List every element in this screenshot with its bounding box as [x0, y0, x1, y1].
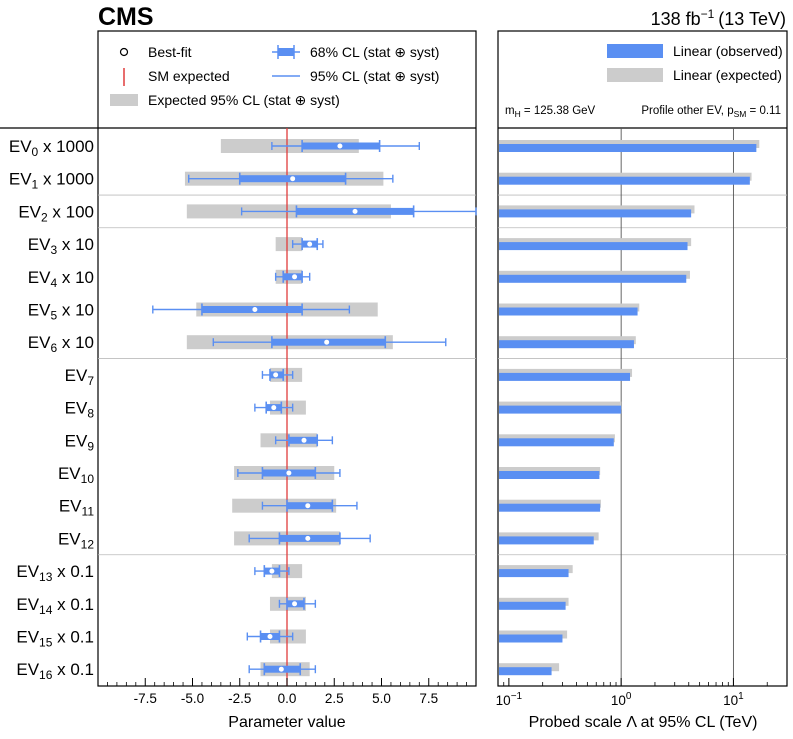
observed-bar — [499, 667, 552, 676]
best-fit-point — [251, 306, 258, 313]
best-fit-point — [285, 469, 292, 477]
left-x-tick-label: -7.5 — [134, 691, 157, 706]
legend-observed-swatch — [607, 44, 663, 58]
left-x-tick-label: -2.5 — [228, 691, 251, 706]
observed-bar — [499, 569, 569, 578]
row-label: EV14 x 0.1 — [16, 595, 94, 617]
profile-annotation: Profile other EV, pSM = 0.11 — [641, 105, 781, 119]
expected-95-band — [275, 237, 303, 252]
right-legend: Linear (observed) Linear (expected) mH =… — [505, 43, 783, 119]
left-x-tick-label: 2.5 — [325, 691, 344, 706]
observed-bar — [499, 372, 631, 381]
row-label: EV3 x 10 — [28, 235, 94, 257]
best-fit-point — [306, 241, 313, 248]
left-x-tick-label: -5.0 — [181, 691, 204, 706]
row-label: EV8 — [65, 399, 95, 421]
legend-cl68-label: 68% CL (stat ⊕ syst) — [310, 44, 439, 60]
legend-cl68-swatch — [278, 48, 294, 56]
observed-bar — [499, 176, 750, 185]
observed-bar — [499, 405, 622, 414]
row-label: EV7 — [65, 366, 95, 388]
observed-bar — [499, 503, 601, 512]
best-fit-point — [351, 208, 359, 215]
best-fit-point — [272, 371, 279, 379]
lumi-value: 138 fb — [651, 9, 701, 29]
best-fit-point — [304, 502, 311, 509]
lumi-exponent: −1 — [701, 7, 715, 21]
left-x-tick-label: 7.5 — [419, 691, 438, 706]
legend-sm-label: SM expected — [148, 68, 230, 84]
best-fit-point — [268, 567, 275, 575]
row-label: EV12 — [58, 529, 94, 551]
observed-bar — [499, 340, 634, 349]
row-label: EV15 x 0.1 — [16, 628, 94, 650]
luminosity-label: 138 fb−1 (13 TeV) — [651, 7, 786, 29]
legend-exp95-label: Expected 95% CL (stat ⊕ syst) — [148, 92, 340, 108]
best-fit-point — [289, 175, 296, 182]
observed-bar — [499, 307, 638, 316]
row-label: EV16 x 0.1 — [16, 660, 94, 682]
best-fit-point — [300, 437, 308, 444]
left-x-axis-title: Parameter value — [228, 714, 345, 731]
best-fit-point — [270, 404, 277, 411]
row-label: EV6 x 10 — [28, 333, 94, 355]
legend-expected-swatch — [607, 68, 663, 82]
observed-bar — [499, 601, 566, 610]
best-fit-point — [323, 339, 330, 346]
row-label: EV9 — [65, 431, 95, 453]
best-fit-point — [266, 633, 274, 640]
observed-bar — [499, 438, 614, 447]
row-label: EV1 x 1000 — [9, 170, 94, 192]
legend-exp95-swatch — [110, 94, 138, 106]
observed-bar — [499, 634, 563, 643]
best-fit-point — [291, 600, 298, 607]
experiment-label: CMS — [98, 3, 154, 31]
observed-bar — [499, 274, 687, 283]
right-x-tick-label: 10−1 — [496, 691, 523, 708]
energy-value: (13 TeV) — [718, 9, 786, 29]
right-x-axis-title: Probed scale Λ at 95% CL (TeV) — [529, 714, 758, 731]
observed-bar — [499, 144, 757, 152]
observed-bar — [499, 242, 688, 251]
observed-bar — [499, 209, 692, 218]
right-x-tick-label: 101 — [723, 691, 744, 708]
left-x-tick-label: 5.0 — [372, 691, 391, 706]
row-labels: EV0 x 1000 EV1 x 1000 EV2 x 100 EV3 x 10 EV4… — [9, 137, 94, 682]
left-x-tick-label: 0.0 — [278, 691, 297, 706]
left-legend: Best-fit SM expected Expected 95% CL (st… — [110, 44, 439, 108]
observed-bar — [499, 536, 594, 545]
row-label: EV13 x 0.1 — [16, 562, 94, 584]
legend-bestfit-label: Best-fit — [148, 44, 192, 60]
mh-annotation: mH = 125.38 GeV — [505, 105, 596, 119]
row-label: EV10 — [58, 464, 94, 486]
row-label: EV11 — [59, 497, 94, 519]
observed-bar — [499, 471, 600, 479]
legend-cl95-label: 95% CL (stat ⊕ syst) — [310, 68, 439, 84]
row-label: EV4 x 10 — [28, 268, 94, 290]
right-x-tick-label: 100 — [611, 691, 632, 708]
best-fit-point — [291, 273, 298, 280]
best-fit-point — [304, 535, 311, 542]
row-label: EV5 x 10 — [28, 301, 94, 323]
scale-bar-chart: 10−1 100 101 — [496, 128, 788, 708]
best-fit-point — [336, 142, 344, 150]
row-label: EV2 x 100 — [18, 202, 94, 224]
best-fit-point — [278, 666, 285, 673]
row-label: EV0 x 1000 — [9, 137, 94, 159]
parameter-plot: -7.5 -5.0 -2.5 0.0 2.5 5.0 7.5 — [97, 128, 477, 706]
legend-bestfit-marker — [119, 47, 129, 57]
legend-expected-label: Linear (expected) — [673, 67, 782, 83]
legend-observed-label: Linear (observed) — [673, 43, 783, 59]
